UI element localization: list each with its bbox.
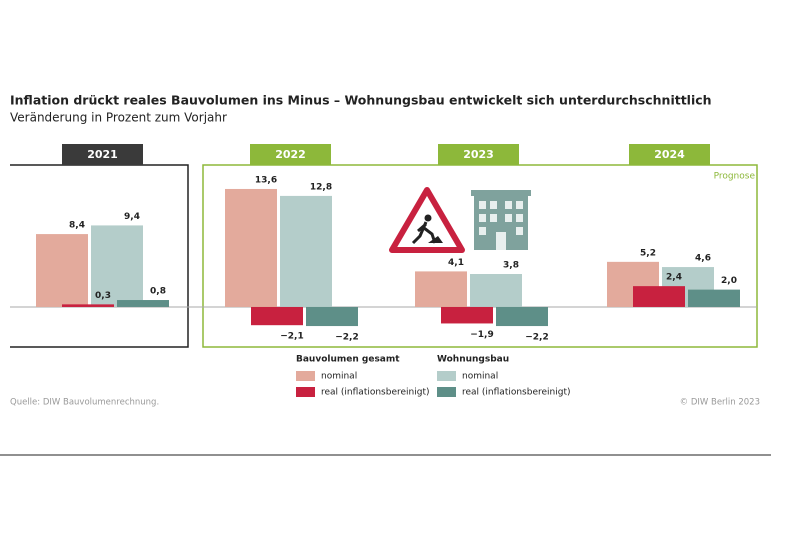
bar <box>415 271 467 307</box>
value-label: 12,8 <box>310 182 332 192</box>
value-label: 13,6 <box>255 175 277 185</box>
year-label: 2022 <box>275 148 306 161</box>
legend-label: nominal <box>321 372 357 382</box>
legend-swatch <box>296 387 315 397</box>
year-header <box>62 144 143 165</box>
value-label: 3,8 <box>503 261 519 271</box>
value-label: 4,1 <box>448 258 464 268</box>
bar <box>306 306 358 327</box>
value-label: 2,4 <box>666 273 682 283</box>
copyright: © DIW Berlin 2023 <box>680 398 760 408</box>
bar <box>62 304 114 307</box>
value-label: 9,4 <box>124 212 140 222</box>
legend-swatch <box>437 387 456 397</box>
year-label: 2023 <box>463 148 494 161</box>
value-label: −2,1 <box>280 332 303 342</box>
legend-label: real (inflationsbereinigt) <box>462 388 571 398</box>
legend-group-title: Wohnungsbau <box>437 355 509 365</box>
bar <box>36 234 88 307</box>
bar <box>496 306 548 327</box>
year-header <box>250 144 331 165</box>
bar <box>225 188 277 307</box>
building-icon <box>471 190 531 250</box>
forecast-label: Prognose <box>714 172 756 182</box>
source: Quelle: DIW Bauvolumenrechnung. <box>10 398 159 408</box>
chart-subtitle: Veränderung in Prozent zum Vorjahr <box>10 111 227 125</box>
value-label: 8,4 <box>69 221 85 231</box>
bar <box>470 274 522 307</box>
bar <box>251 306 303 326</box>
construction-icon <box>389 187 465 253</box>
bar <box>117 300 169 307</box>
value-label: −2,2 <box>335 333 358 343</box>
year-header <box>629 144 710 165</box>
bar <box>91 225 143 307</box>
year-header <box>438 144 519 165</box>
value-label: −2,2 <box>525 333 548 343</box>
legend-label: nominal <box>462 372 498 382</box>
chart-title: Inflation drückt reales Bauvolumen ins M… <box>10 93 712 108</box>
year-label: 2024 <box>654 148 685 161</box>
bar <box>633 286 685 307</box>
value-label: 0,8 <box>150 287 166 297</box>
year-label: 2021 <box>87 148 118 161</box>
value-label: 2,0 <box>721 276 737 286</box>
value-label: −1,9 <box>470 330 493 340</box>
legend-label: real (inflationsbereinigt) <box>321 388 430 398</box>
bar <box>280 195 332 307</box>
bar <box>441 306 493 324</box>
value-label: 4,6 <box>695 254 711 264</box>
legend-group-title: Bauvolumen gesamt <box>296 355 400 365</box>
value-label: 0,3 <box>95 291 111 301</box>
legend-swatch <box>296 371 315 381</box>
legend-swatch <box>437 371 456 381</box>
value-label: 5,2 <box>640 248 656 258</box>
bar <box>688 289 740 307</box>
